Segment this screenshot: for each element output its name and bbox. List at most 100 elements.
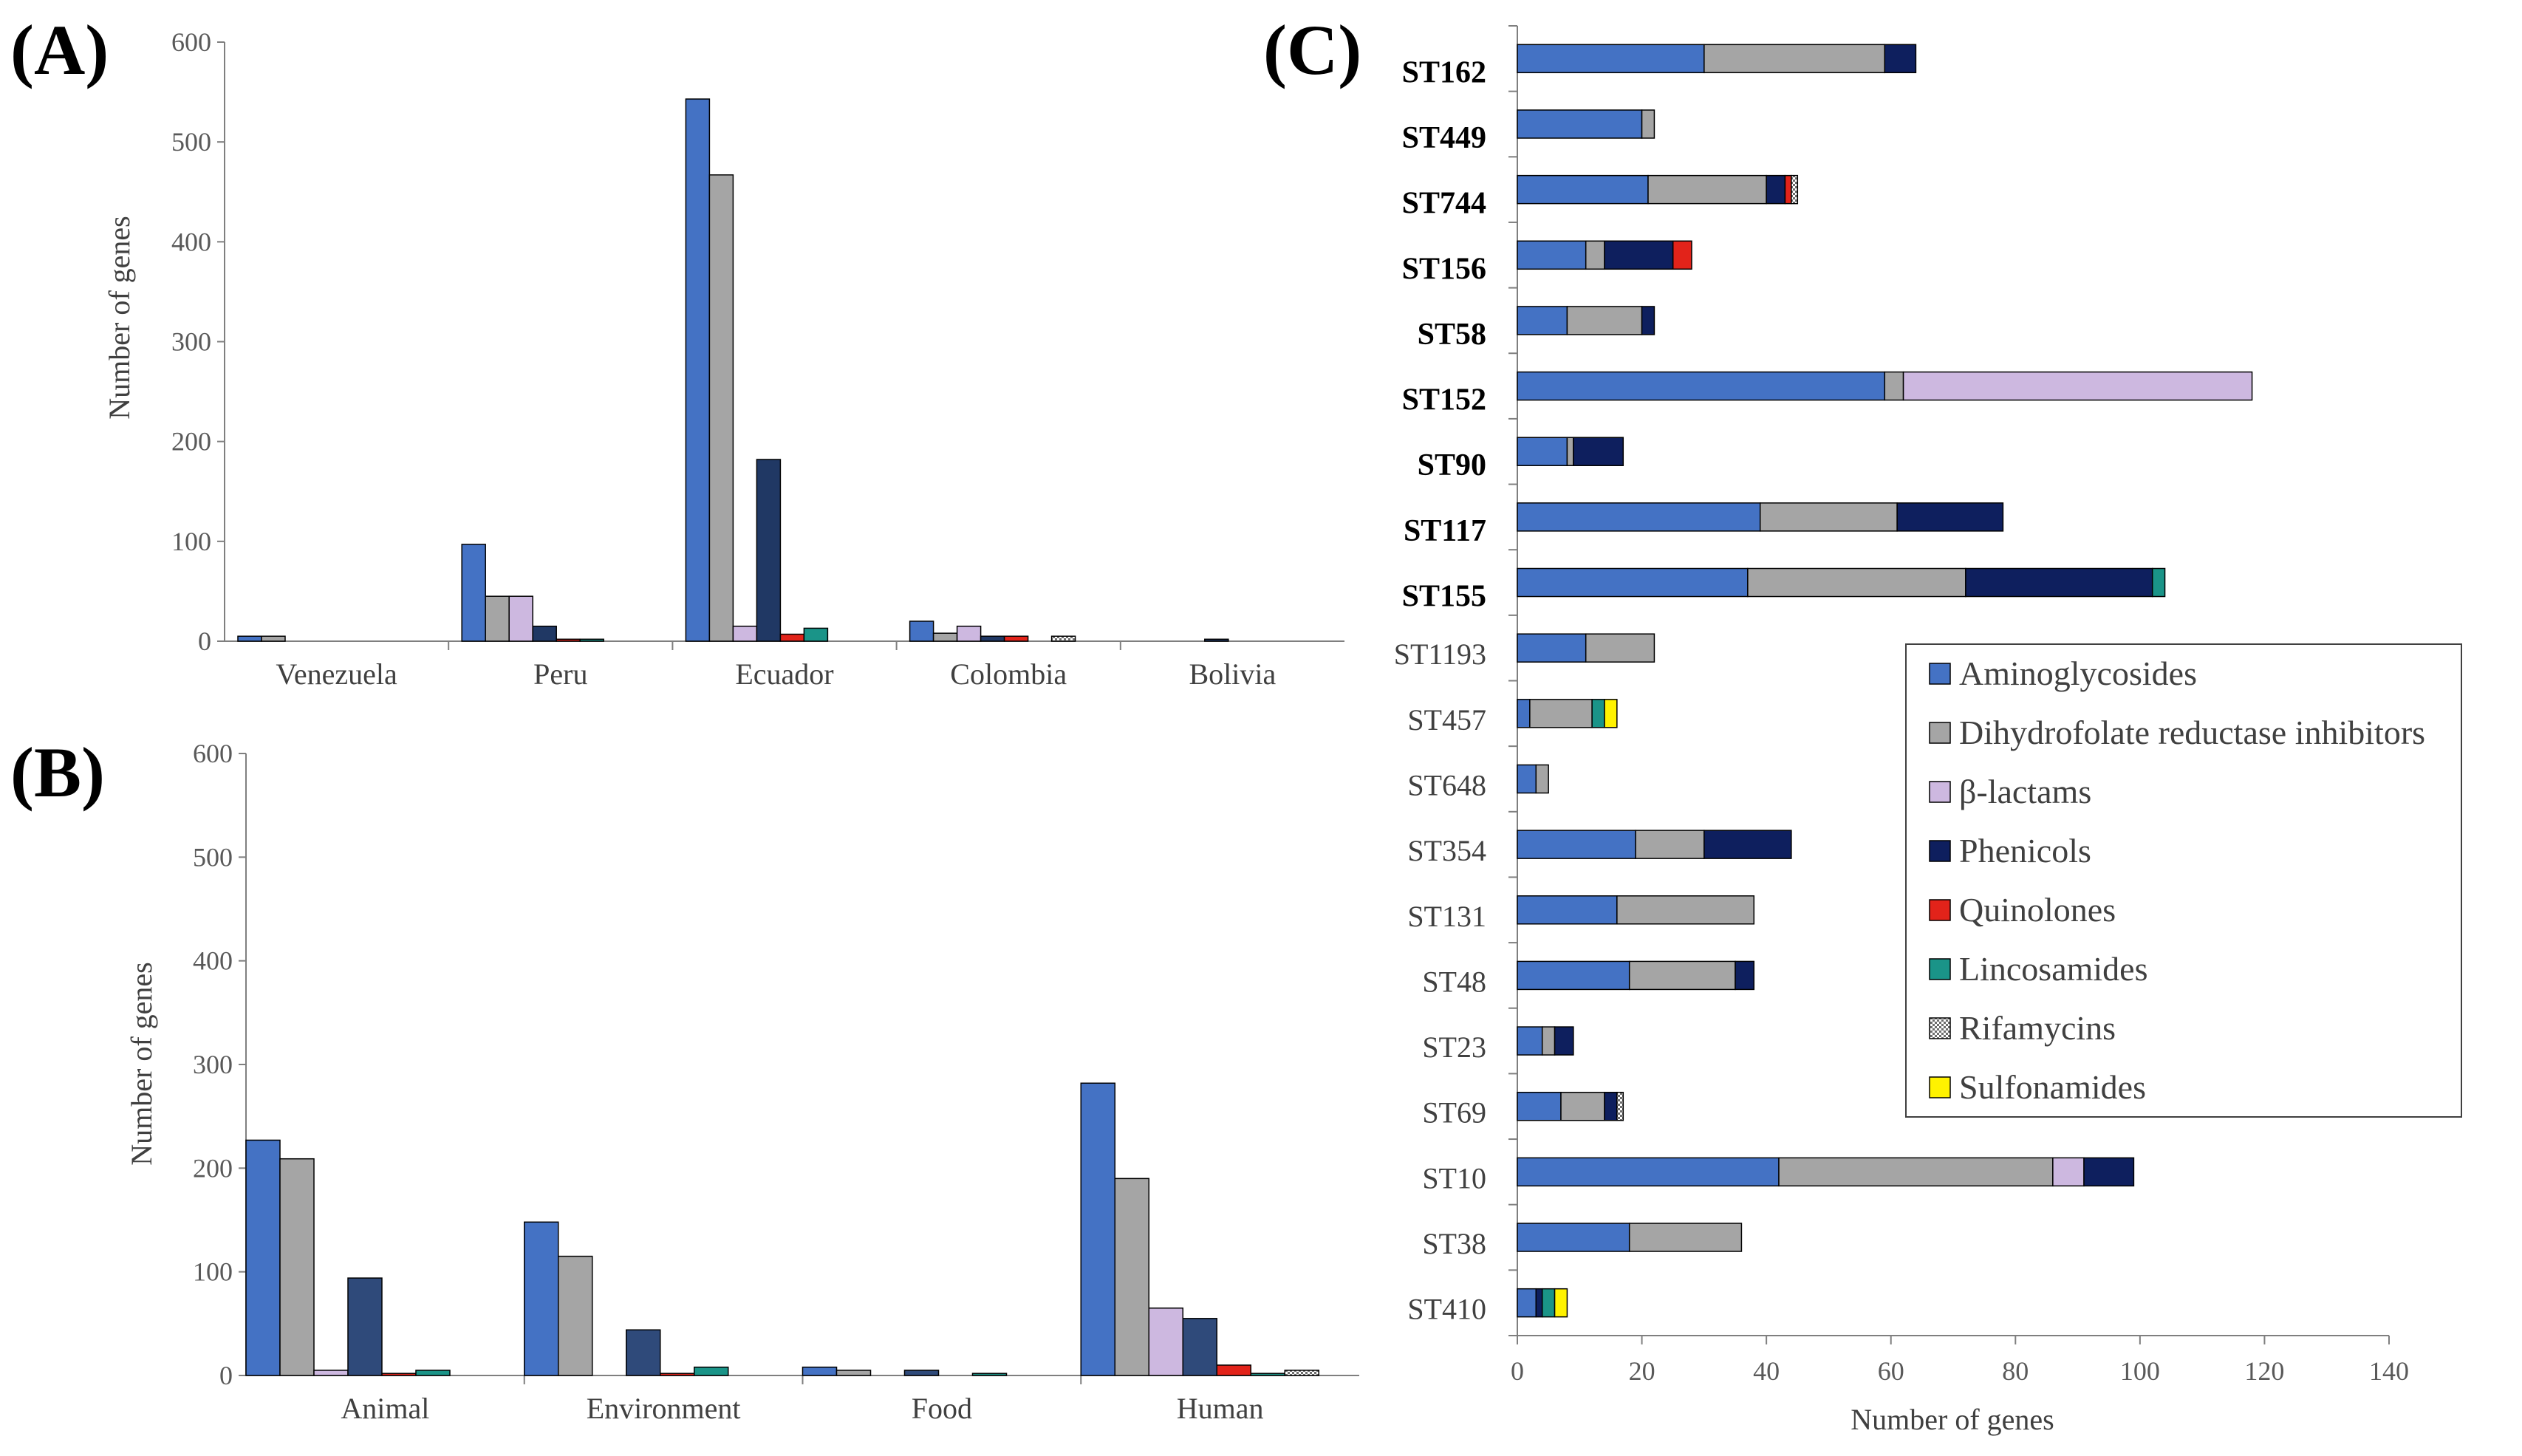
- legend-label-aminoglycosides: Aminoglycosides: [1959, 654, 2197, 692]
- category-label-st744: ST744: [1402, 187, 1486, 221]
- bar-st354-phenicols: [1703, 830, 1792, 859]
- category-label-food: Food: [912, 1392, 972, 1425]
- x-tick-label: 120: [2244, 1356, 2284, 1386]
- x-tick-label: 80: [2002, 1356, 2029, 1386]
- bar-st38-aminoglycosides: [1517, 1223, 1630, 1252]
- bar-ecuador-lincosamides: [803, 627, 829, 642]
- bar-animal-beta-lactams: [313, 1370, 349, 1376]
- bar-st1193-aminoglycosides: [1517, 633, 1587, 663]
- bar-st410-phenicols: [1535, 1288, 1543, 1318]
- category-label-st58: ST58: [1418, 318, 1486, 352]
- category-label-st23: ST23: [1422, 1031, 1486, 1064]
- panel-b: (B) 0 100 200 300 400 500 600 Animal Environment…: [10, 733, 1359, 1425]
- bar-st69-phenicols: [1604, 1091, 1618, 1121]
- bar-environment-phenicols: [626, 1329, 661, 1376]
- category-label-st117: ST117: [1404, 514, 1486, 548]
- category-label-bolivia: Bolivia: [1189, 657, 1277, 691]
- bar-venezuela-dihydrofolate-reductase-inhibitors: [261, 635, 286, 642]
- category-label-st354: ST354: [1407, 834, 1486, 867]
- bar-st155-aminoglycosides: [1517, 567, 1749, 598]
- legend-label-dihydrofolate-reductase-inhibitors: Dihydrofolate reductase inhibitors: [1959, 714, 2425, 751]
- bar-colombia-aminoglycosides: [909, 621, 934, 642]
- bar-st117-aminoglycosides: [1517, 502, 1761, 532]
- legend-box: [1905, 643, 2462, 1118]
- bar-st58-dihydrofolate-reductase-inhibitors: [1566, 306, 1643, 335]
- bar-ecuador-aminoglycosides: [685, 98, 711, 642]
- y-tick-label: 600: [171, 27, 211, 57]
- bar-peru-aminoglycosides: [461, 544, 486, 642]
- panel-c: (C) 0 20 40 60 80 100 120 140 ST162 ST449 ST744 ST1…: [1263, 10, 2462, 1436]
- y-tick-label: 400: [171, 227, 211, 256]
- bar-colombia-phenicols: [980, 635, 1005, 642]
- y-tick-label: 200: [193, 1153, 233, 1183]
- panel-a-axes: 0 100 200 300 400 500 600 Venezuela Peru Ecuador C…: [171, 27, 1344, 691]
- bar-st117-phenicols: [1896, 502, 2004, 532]
- category-label-st1193: ST1193: [1394, 638, 1486, 671]
- legend-label-rifamycins: Rifamycins: [1959, 1009, 2116, 1047]
- bar-st1193-dihydrofolate-reductase-inhibitors: [1585, 633, 1655, 663]
- legend-swatch-lincosamides: [1929, 958, 1951, 980]
- bar-st152-aminoglycosides: [1517, 371, 1886, 401]
- bar-st131-aminoglycosides: [1517, 895, 1618, 925]
- bar-st410-lincosamides: [1541, 1288, 1556, 1318]
- bar-human-lincosamides: [1250, 1373, 1285, 1376]
- bar-colombia-rifamycins: [1050, 635, 1076, 642]
- category-label-st38: ST38: [1422, 1227, 1486, 1260]
- legend-label-lincosamides: Lincosamides: [1959, 950, 2148, 988]
- bar-st10-aminoglycosides: [1517, 1157, 1780, 1187]
- x-tick-label: 0: [1511, 1356, 1524, 1386]
- legend-label-beta-lactams: β-lactams: [1959, 773, 2091, 810]
- x-tick-label: 40: [1753, 1356, 1780, 1386]
- bar-environment-lincosamides: [694, 1367, 729, 1376]
- panel-b-bars: [245, 1082, 1319, 1376]
- panel-a: (A) 0 100 200 300 400 500 600 Venezuela Peru Ecua…: [10, 10, 1344, 691]
- bar-human-rifamycins: [1284, 1370, 1319, 1376]
- y-tick-label: 300: [193, 1050, 233, 1079]
- bar-st58-aminoglycosides: [1517, 306, 1568, 335]
- bar-environment-aminoglycosides: [524, 1221, 559, 1376]
- bar-st156-aminoglycosides: [1517, 240, 1587, 270]
- bar-colombia-beta-lactams: [956, 625, 982, 642]
- bar-st410-sulfonamides: [1554, 1288, 1568, 1318]
- bar-food-lincosamides: [971, 1373, 1008, 1376]
- bar-food-dihydrofolate-reductase-inhibitors: [835, 1370, 872, 1376]
- bar-peru-dihydrofolate-reductase-inhibitors: [485, 595, 510, 642]
- x-tick-label: 20: [1629, 1356, 1655, 1386]
- bar-st155-dihydrofolate-reductase-inhibitors: [1747, 567, 1966, 598]
- y-tick-label: 0: [219, 1361, 233, 1390]
- panel-c-bars: [1517, 44, 2253, 1318]
- legend: Aminoglycosides Dihydrofolate reductase i…: [1905, 643, 2462, 1118]
- category-label-st410: ST410: [1407, 1293, 1486, 1326]
- bar-st38-dihydrofolate-reductase-inhibitors: [1628, 1223, 1743, 1252]
- bar-st457-dihydrofolate-reductase-inhibitors: [1529, 699, 1593, 728]
- panel-c-label: (C): [1263, 10, 1361, 89]
- category-label-st156: ST156: [1402, 252, 1486, 286]
- bar-environment-dihydrofolate-reductase-inhibitors: [558, 1255, 593, 1376]
- bar-st48-aminoglycosides: [1517, 960, 1630, 991]
- bar-st131-dihydrofolate-reductase-inhibitors: [1616, 895, 1755, 925]
- bar-peru-beta-lactams: [508, 595, 533, 642]
- category-label-st48: ST48: [1422, 965, 1486, 998]
- category-label-st162: ST162: [1402, 55, 1486, 89]
- bar-venezuela-aminoglycosides: [237, 635, 262, 642]
- bar-st457-lincosamides: [1591, 699, 1605, 728]
- bar-animal-lincosamides: [415, 1370, 451, 1376]
- bar-st648-dihydrofolate-reductase-inhibitors: [1535, 764, 1549, 794]
- bar-st449-aminoglycosides: [1517, 109, 1643, 139]
- bar-human-phenicols: [1182, 1318, 1217, 1376]
- bar-human-aminoglycosides: [1080, 1082, 1115, 1376]
- category-label-st10: ST10: [1422, 1161, 1486, 1194]
- panel-a-bars: [237, 98, 1229, 642]
- legend-swatch-rifamycins: [1929, 1017, 1951, 1039]
- legend-swatch-beta-lactams: [1929, 781, 1951, 803]
- panel-a-ylabel: Number of genes: [103, 216, 136, 419]
- bar-st23-dihydrofolate-reductase-inhibitors: [1541, 1026, 1556, 1056]
- bar-human-dihydrofolate-reductase-inhibitors: [1114, 1178, 1149, 1376]
- bar-animal-phenicols: [347, 1277, 383, 1376]
- bar-peru-quinolones: [556, 638, 581, 642]
- bar-st744-rifamycins: [1791, 174, 1799, 205]
- bar-st162-dihydrofolate-reductase-inhibitors: [1703, 44, 1886, 74]
- x-tick-label: 100: [2120, 1356, 2160, 1386]
- y-tick-label: 0: [198, 626, 211, 656]
